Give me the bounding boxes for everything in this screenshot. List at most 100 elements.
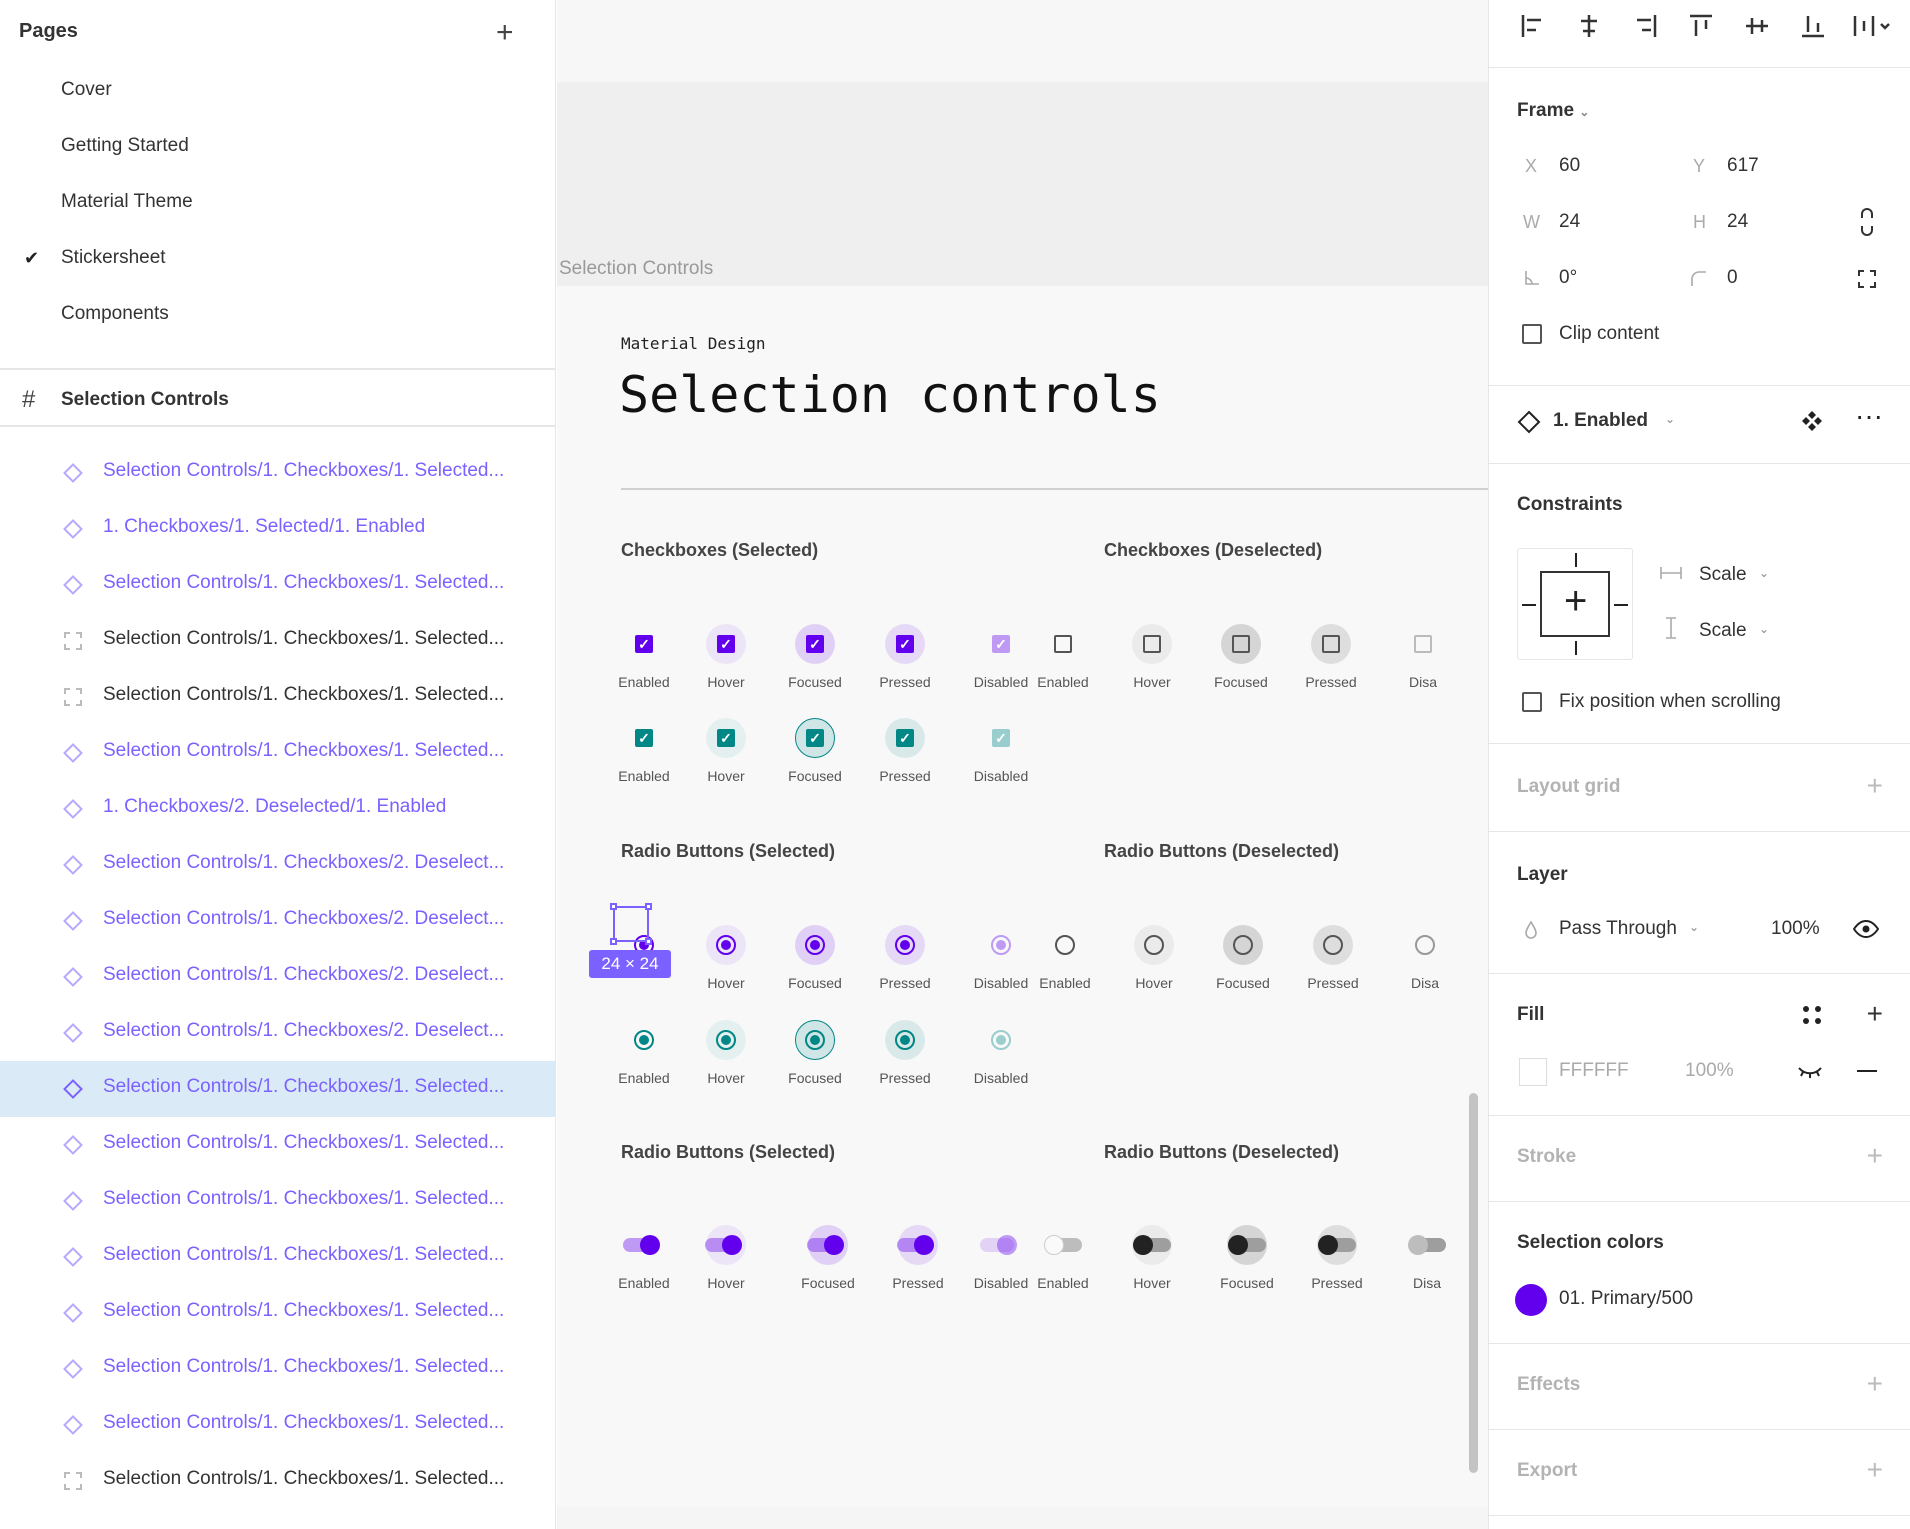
component-instance-icon	[63, 911, 83, 931]
chevron-down-icon[interactable]: ⌄	[1665, 412, 1676, 426]
height-input[interactable]: 24	[1727, 211, 1749, 232]
frame-section-title[interactable]: Frame ⌄	[1517, 100, 1589, 122]
layer-label: Selection Controls/1. Checkboxes/1. Sele…	[103, 1244, 505, 1265]
state-caption: Disa	[1410, 975, 1439, 991]
frame-dashed-icon	[64, 688, 82, 706]
x-input[interactable]: 60	[1559, 155, 1581, 176]
layer-label: Selection Controls/1. Checkboxes/2. Dese…	[103, 908, 505, 929]
corner-radius-input[interactable]: 0	[1727, 267, 1738, 288]
layer-row[interactable]: Selection Controls/1. Checkboxes/1. Sele…	[0, 1173, 555, 1229]
frame-layer-row[interactable]: # Selection Controls	[0, 373, 555, 427]
clip-content-checkbox[interactable]	[1522, 324, 1542, 344]
layer-row[interactable]: Selection Controls/1. Checkboxes/1. Sele…	[0, 445, 555, 501]
fill-hex-input[interactable]: FFFFFF	[1559, 1060, 1629, 1081]
frame-name-label[interactable]: Selection Controls	[559, 258, 714, 279]
radio-selected-icon	[805, 1030, 825, 1050]
more-options-icon[interactable]: ···	[1855, 400, 1883, 431]
export-section: Export +	[1489, 1430, 1910, 1516]
layer-row[interactable]: 1. Checkboxes/2. Deselected/1. Enabled	[0, 781, 555, 837]
align-top-icon[interactable]	[1687, 12, 1715, 40]
state-caption: Disabled	[973, 1070, 1029, 1086]
page-item[interactable]: Getting Started	[61, 135, 189, 156]
layer-row[interactable]: Selection Controls/1. Checkboxes/1. Sele…	[0, 557, 555, 613]
page-item[interactable]: Stickersheet	[61, 247, 166, 268]
fill-swatch[interactable]	[1519, 1058, 1547, 1086]
eye-closed-icon[interactable]	[1797, 1064, 1823, 1080]
horizontal-constraint-select[interactable]: Scale	[1699, 564, 1747, 585]
add-export-icon[interactable]: +	[1866, 1454, 1883, 1485]
top-constraint[interactable]	[1575, 553, 1577, 567]
remove-fill-icon[interactable]	[1857, 1070, 1877, 1072]
add-stroke-icon[interactable]: +	[1866, 1140, 1883, 1171]
go-to-main-component-icon[interactable]	[1801, 410, 1823, 432]
constraints-inner-box: +	[1540, 571, 1610, 637]
layer-row[interactable]: Selection Controls/1. Checkboxes/1. Sele…	[0, 1341, 555, 1397]
layer-row[interactable]: Selection Controls/1. Checkboxes/2. Dese…	[0, 837, 555, 893]
width-input[interactable]: 24	[1559, 211, 1581, 232]
constrain-proportions-icon[interactable]	[1859, 208, 1875, 236]
bottom-constraint[interactable]	[1575, 641, 1577, 655]
eye-icon[interactable]	[1853, 920, 1879, 938]
right-constraint[interactable]	[1614, 604, 1628, 606]
state-caption: Hover	[707, 674, 745, 690]
align-left-icon[interactable]	[1519, 12, 1547, 40]
layer-row[interactable]: Selection Controls/1. Checkboxes/2. Dese…	[0, 893, 555, 949]
independent-corners-icon[interactable]	[1857, 269, 1877, 289]
frame-title-text: Frame	[1517, 100, 1575, 121]
layer-opacity-input[interactable]: 100%	[1771, 918, 1820, 939]
page-item[interactable]: Components	[61, 303, 169, 324]
layer-row[interactable]: Selection Controls/1. Checkboxes/1. Sele…	[0, 1117, 555, 1173]
section-title: Radio Buttons (Selected)	[621, 841, 836, 861]
state-caption: Disa	[1408, 674, 1437, 690]
effects-section: Effects +	[1489, 1344, 1910, 1430]
layer-row[interactable]: Selection Controls/1. Checkboxes/1. Sele…	[0, 1397, 555, 1453]
checkbox-checked-icon: ✓	[635, 729, 653, 747]
layer-row[interactable]: 1. Checkboxes/1. Selected/1. Enabled	[0, 501, 555, 557]
add-page-icon[interactable]: +	[496, 16, 514, 49]
align-right-icon[interactable]	[1631, 12, 1659, 40]
rotation-input[interactable]: 0°	[1559, 267, 1578, 288]
layer-row[interactable]: Selection Controls/1. Checkboxes/1. Sele…	[0, 1229, 555, 1285]
add-effect-icon[interactable]: +	[1866, 1368, 1883, 1399]
layers-panel: Pages + Cover Getting Started Material The…	[0, 0, 556, 1529]
layer-row[interactable]: Selection Controls/1. Checkboxes/1. Sele…	[0, 669, 555, 725]
chevron-down-icon: ⌄	[1579, 105, 1590, 119]
canvas-scrollbar[interactable]	[1469, 1093, 1478, 1473]
layer-row[interactable]: Selection Controls/1. Checkboxes/2. Dese…	[0, 949, 555, 1005]
canvas[interactable]: Selection Controls Material Design Selec…	[557, 0, 1488, 1529]
y-input[interactable]: 617	[1727, 155, 1759, 176]
artboard[interactable]: Material Design Selection controls Check…	[557, 286, 1488, 1506]
selection-color-swatch[interactable]	[1515, 1284, 1547, 1316]
page-item[interactable]: Cover	[61, 79, 112, 100]
layer-row[interactable]: Selection Controls/1. Checkboxes/1. Sele…	[0, 1453, 555, 1509]
align-vertical-center-icon[interactable]	[1743, 12, 1771, 40]
align-bottom-icon[interactable]	[1799, 12, 1827, 40]
switch-thumb-on	[824, 1235, 844, 1255]
layer-row[interactable]: Selection Controls/1. Checkboxes/1. Sele…	[0, 725, 555, 781]
component-name[interactable]: 1. Enabled	[1553, 410, 1649, 431]
style-grid-icon[interactable]	[1801, 1004, 1823, 1026]
layer-row[interactable]: Selection Controls/1. Checkboxes/1. Sele…	[0, 613, 555, 669]
page-item[interactable]: Material Theme	[61, 191, 193, 212]
align-horizontal-center-icon[interactable]	[1575, 12, 1603, 40]
radio-selected-icon	[991, 1030, 1011, 1050]
component-instance-icon	[63, 1359, 83, 1379]
layer-row[interactable]: Selection Controls/1. Checkboxes/1. Sele…	[0, 1285, 555, 1341]
selection-color-name[interactable]: 01. Primary/500	[1559, 1288, 1694, 1309]
layer-row[interactable]: Selection Controls/1. Checkboxes/1. Sele…	[0, 1061, 555, 1117]
layer-label: Selection Controls/1. Checkboxes/1. Sele…	[103, 1188, 505, 1209]
instance-icon	[1517, 410, 1541, 434]
fill-opacity-input[interactable]: 100%	[1685, 1060, 1734, 1081]
add-fill-icon[interactable]: +	[1866, 998, 1883, 1029]
vertical-constraint-select[interactable]: Scale	[1699, 620, 1747, 641]
add-layout-grid-icon[interactable]: +	[1866, 770, 1883, 801]
divider	[0, 368, 555, 370]
left-constraint[interactable]	[1522, 604, 1536, 606]
distribute-icon[interactable]	[1851, 12, 1895, 40]
selection-bounding-box[interactable]	[610, 903, 652, 945]
fix-position-checkbox[interactable]	[1522, 692, 1542, 712]
layer-row[interactable]: Selection Controls/1. Checkboxes/2. Dese…	[0, 1005, 555, 1061]
blend-mode-select[interactable]: Pass Through	[1559, 918, 1677, 939]
checkbox-unchecked-icon	[1232, 635, 1250, 653]
constraints-widget[interactable]: +	[1517, 548, 1633, 660]
